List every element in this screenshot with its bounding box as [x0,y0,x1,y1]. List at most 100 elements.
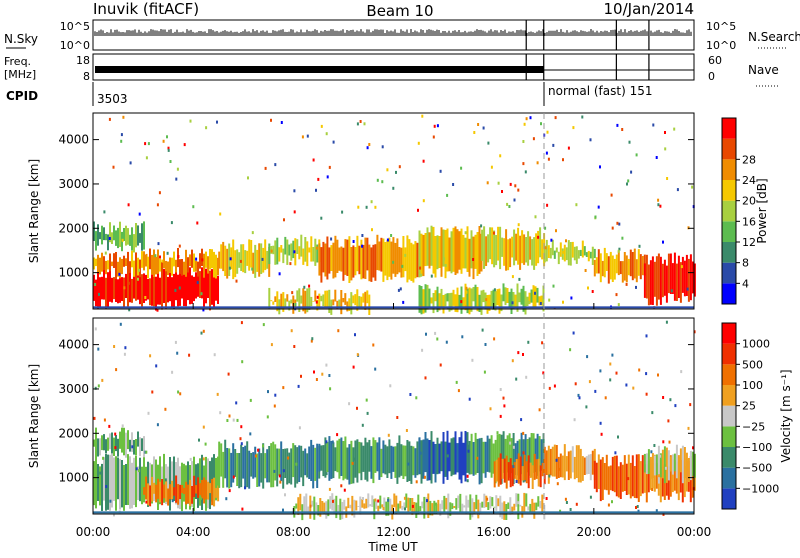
scatter-pixel [659,204,662,208]
scatter-pixel [523,122,526,126]
scatter-pixel [282,508,284,512]
heat-strip [611,456,614,492]
scatter-pixel [356,122,359,126]
heat-strip [131,250,133,268]
scatter-pixel [183,143,186,147]
heat-strip [394,242,397,277]
heat-strip [163,453,165,503]
heat-strip [593,248,596,259]
heat-strip [661,263,664,298]
scatter-pixel [565,501,568,504]
heat-strip [643,464,646,493]
heat-strip [211,479,214,506]
heat-strip [406,235,409,283]
scatter-pixel [151,390,154,394]
scatter-pixel [597,205,600,209]
scatter-pixel [337,329,340,333]
heat-strip [450,438,453,477]
scatter-pixel [213,353,216,357]
heat-strip [328,247,331,274]
heat-strip [513,229,516,266]
heat-strip [573,246,576,261]
scatter-pixel [439,363,442,367]
scatter-pixel [638,244,641,248]
heat-strip [187,484,190,504]
scatter-pixel [591,290,594,293]
scatter-pixel [251,267,254,271]
scatter-pixel [588,380,591,384]
heat-strip [631,455,634,497]
heat-strip [207,270,209,298]
heat-strip [103,457,105,501]
heat-strip [487,502,490,510]
scatter-pixel [584,269,587,272]
heat-strip [386,240,389,281]
heat-strip [480,437,483,484]
heat-strip [201,479,204,499]
scatter-pixel [421,348,424,352]
ytick-label: 1000 [58,471,89,485]
scatter-pixel [361,244,364,248]
heat-strip [693,453,696,478]
scatter-pixel [200,292,203,296]
scatter-pixel [444,264,447,267]
scatter-pixel [668,440,671,444]
heat-strip [135,252,137,278]
heat-strip [526,439,529,473]
heat-strip [520,432,523,475]
heat-strip [382,238,385,282]
heat-strip [318,293,321,308]
scatter-pixel [552,143,555,147]
scatter-pixel [262,444,264,448]
heat-strip [111,261,113,267]
heat-strip [145,254,147,267]
heat-strip [428,440,431,481]
heat-strip [523,492,526,513]
scatter-pixel [315,378,318,381]
scatter-pixel [627,262,630,266]
heat-strip [629,249,632,277]
heat-strip [535,459,538,479]
heat-strip [685,458,688,492]
scatter-pixel [540,122,542,126]
scatter-pixel [468,397,471,401]
heat-strip [422,439,425,479]
heat-strip [583,246,586,256]
heat-strip [595,257,598,274]
heat-strip [316,443,319,488]
colorbar-frame [721,322,737,510]
heat-strip [139,259,141,278]
heat-strip [312,301,315,302]
heat-strip [101,276,103,300]
power-region-5 [318,234,421,283]
heat-strip [645,254,648,299]
heat-strip [419,506,422,512]
scatter-pixel [219,411,222,415]
heat-strip [428,232,431,269]
heat-strip [113,457,115,501]
heat-strip [354,294,357,306]
heat-strip [563,244,566,262]
scatter-pixel [446,454,449,458]
heat-strip [355,500,358,511]
heat-strip [254,244,257,278]
scatter-pixel [354,333,356,337]
heat-strip [456,287,459,313]
scatter-pixel [536,161,539,165]
heat-strip [377,505,380,512]
heat-strip [515,459,518,482]
scatter-pixel [546,203,549,207]
heat-strip [201,248,203,266]
scatter-pixel [594,215,597,219]
heat-strip [507,502,510,509]
heat-strip [338,299,341,308]
heat-strip [109,454,111,511]
heat-strip [609,251,612,280]
heat-strip [149,248,151,270]
scatter-pixel [93,416,96,420]
heat-strip [491,227,494,265]
heat-strip [643,263,646,298]
heat-strip [669,455,672,497]
scatter-pixel [415,480,418,484]
heat-strip [254,446,257,478]
